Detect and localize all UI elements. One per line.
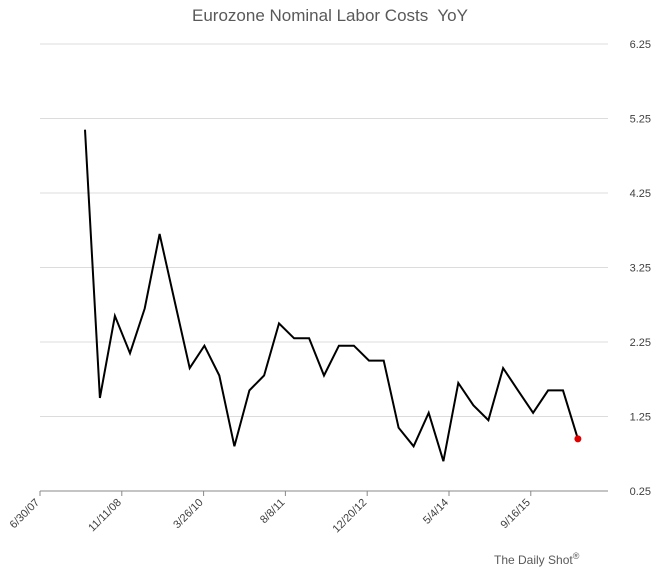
chart-title: Eurozone Nominal Labor Costs YoY [192, 6, 468, 25]
series-line [84, 129, 579, 462]
registered-mark: ® [572, 551, 580, 561]
y-tick-label: 4.25 [630, 188, 651, 200]
credit-text: The Daily Shot [494, 553, 573, 567]
x-tick-label: 8/8/11 [258, 497, 288, 527]
gridlines [40, 43, 608, 417]
source-credit: The Daily Shot® [494, 551, 579, 567]
x-tick-label: 12/20/12 [331, 497, 370, 536]
last-value-marker [574, 435, 582, 443]
y-axis-labels: 0.25 1.25 2.25 3.25 4.25 5.25 6.25 [630, 39, 651, 498]
y-tick-label: 3.25 [630, 263, 651, 275]
x-tick-label: 3/26/10 [171, 497, 205, 531]
y-tick-label: 6.25 [630, 39, 651, 51]
x-tick-label: 5/4/14 [421, 497, 451, 527]
series-layer [84, 129, 582, 462]
x-tick-label: 6/30/07 [8, 497, 42, 531]
x-axis [39, 490, 608, 496]
y-tick-label: 1.25 [630, 412, 651, 424]
x-tick-label: 11/11/08 [86, 497, 124, 535]
x-axis-labels: 6/30/07 11/11/08 3/26/10 8/8/11 12/20/12 5/4/… [8, 497, 533, 536]
y-tick-label: 2.25 [630, 337, 651, 349]
y-tick-label: 5.25 [630, 114, 651, 126]
y-tick-label: 0.25 [630, 486, 651, 498]
x-tick-label: 9/16/15 [498, 497, 532, 531]
